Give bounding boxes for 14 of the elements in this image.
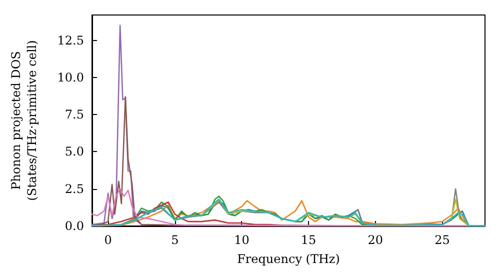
- y-tick-label: 7.5: [64, 108, 84, 122]
- y-tick-label: 2.5: [64, 182, 84, 196]
- x-tick-label: 5: [171, 233, 179, 247]
- x-tick-label: 15: [300, 233, 316, 247]
- y-axis-title: Phonon projected DOS (States/THz·primitive cell): [9, 40, 39, 201]
- y-tick-label: 12.5: [57, 33, 84, 48]
- y-tick-label: 5.0: [64, 144, 84, 159]
- x-tick-label: 10: [234, 233, 250, 247]
- y-tick-label: 0.0: [64, 219, 84, 233]
- x-axis-title: Frequency (THz): [237, 252, 340, 266]
- y-tick-label: 10.0: [57, 70, 84, 84]
- x-tick-label: 25: [434, 233, 450, 247]
- x-tick-label: 0: [104, 233, 112, 247]
- x-tick-label: 20: [368, 233, 384, 247]
